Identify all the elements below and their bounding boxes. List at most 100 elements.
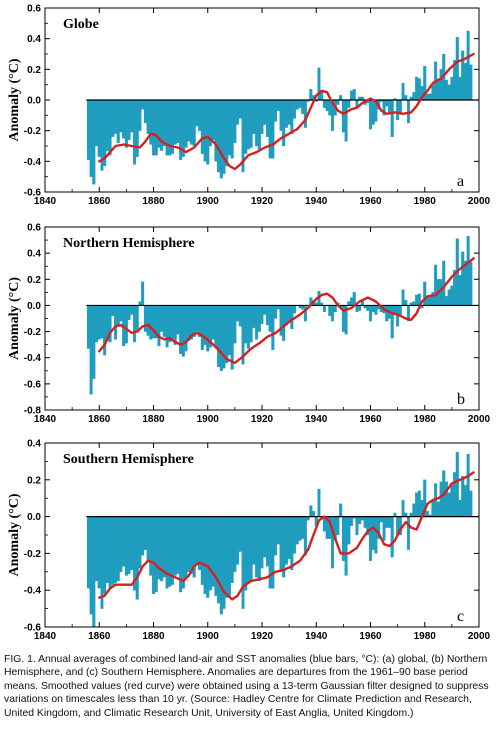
bar-c-1914: [244, 516, 248, 591]
bar-b-1861: [100, 305, 104, 339]
bar-b-1995: [463, 260, 467, 306]
bar-b-1879: [149, 305, 153, 340]
bar-c-1912: [238, 516, 242, 552]
bar-b-1882: [157, 305, 161, 347]
bar-a-1995: [463, 63, 467, 101]
bar-c-1964: [379, 516, 383, 523]
bar-b-1969: [393, 305, 397, 314]
bar-c-1953: [350, 516, 354, 526]
bar-a-1895: [192, 99, 196, 147]
bar-a-1914: [244, 99, 248, 154]
bar-c-1921: [263, 516, 267, 558]
bar-a-1889: [176, 99, 180, 144]
x-tick-label: 1840: [34, 414, 57, 425]
bar-a-1996: [466, 30, 470, 101]
bar-b-1896: [195, 305, 199, 332]
bar-b-1987: [442, 260, 446, 306]
bar-a-1856: [86, 99, 90, 160]
bar-a-1877: [143, 99, 147, 124]
bar-c-1867: [116, 516, 120, 582]
bar-b-1943: [322, 305, 326, 313]
bar-a-1899: [203, 99, 207, 162]
bar-b-1867: [116, 305, 120, 326]
bar-a-1875: [138, 99, 142, 131]
bar-a-1936: [303, 99, 307, 128]
bar-c-1972: [401, 499, 405, 517]
bar-c-1913: [241, 516, 245, 609]
bar-a-1864: [108, 99, 112, 156]
bar-b-1891: [181, 305, 185, 357]
bar-c-1993: [458, 499, 462, 517]
bar-c-1878: [146, 516, 150, 561]
x-tick-label: 1980: [414, 414, 437, 425]
bar-a-1925: [274, 99, 278, 122]
bar-c-1888: [173, 516, 177, 576]
bar-c-1929: [284, 516, 288, 565]
bar-b-1921: [263, 305, 267, 315]
x-tick-label: 1980: [414, 196, 437, 207]
bar-b-1905: [219, 305, 223, 371]
bar-b-1962: [374, 305, 378, 315]
bar-c-1872: [130, 516, 134, 571]
bar-c-1861: [100, 516, 104, 609]
bar-a-1935: [301, 99, 305, 114]
bar-a-1929: [284, 99, 288, 128]
bar-c-1996: [466, 453, 470, 517]
bar-a-1990: [450, 76, 454, 101]
y-tick-label: 0.4: [27, 249, 41, 260]
x-tick-label: 1880: [142, 196, 165, 207]
bar-c-1926: [276, 516, 280, 545]
bar-a-1966: [385, 99, 389, 107]
bar-b-1897: [198, 305, 202, 337]
bar-b-1989: [447, 289, 451, 306]
bar-b-1903: [214, 305, 218, 348]
bar-b-1910: [233, 305, 237, 344]
bar-a-1931: [290, 99, 294, 134]
bar-a-1857: [89, 99, 93, 177]
bar-b-1924: [271, 305, 275, 351]
x-tick-label: 1960: [359, 631, 382, 642]
bar-a-1971: [398, 99, 402, 114]
bar-b-1872: [130, 305, 134, 315]
bar-a-1892: [184, 99, 188, 148]
bar-c-1958: [363, 516, 367, 528]
bar-a-1896: [195, 99, 199, 127]
bar-c-1990: [450, 485, 454, 517]
bar-a-1967: [387, 99, 391, 114]
bar-a-1867: [116, 99, 120, 144]
bar-c-1965: [382, 516, 386, 541]
bar-b-1936: [303, 305, 307, 322]
bar-c-1976: [412, 503, 416, 517]
smoothed-curve-a: [98, 52, 475, 171]
smoothed-curve-c: [98, 471, 475, 601]
bar-c-1985: [436, 501, 440, 517]
x-tick-label: 1840: [34, 631, 57, 642]
bar-c-1997: [469, 490, 473, 517]
bar-b-1922: [265, 305, 269, 326]
bar-a-1977: [415, 76, 419, 101]
bar-c-1981: [425, 510, 429, 517]
bar-c-1901: [208, 516, 212, 591]
bar-c-1909: [230, 516, 234, 583]
bar-b-1876: [141, 281, 145, 306]
bar-b-1932: [293, 305, 297, 314]
bar-c-1956: [358, 516, 362, 525]
y-axis-label: Anomaly (°C): [7, 493, 22, 576]
x-tick-label: 1840: [34, 196, 57, 207]
x-tick-label: 2000: [468, 631, 491, 642]
bar-c-1866: [114, 516, 118, 583]
bar-c-1869: [122, 516, 126, 567]
bar-b-1971: [398, 305, 402, 315]
bar-b-1902: [211, 305, 215, 340]
bar-c-1977: [415, 492, 419, 517]
bar-b-1886: [168, 305, 172, 343]
bar-c-1962: [374, 516, 378, 554]
bar-b-1870: [124, 305, 128, 344]
bar-c-1856: [86, 516, 90, 589]
bar-c-1922: [265, 516, 269, 567]
bar-b-1868: [119, 305, 123, 322]
bar-b-1977: [415, 294, 419, 306]
bar-c-1992: [455, 452, 459, 517]
bar-a-1893: [187, 99, 191, 142]
x-tick-label: 1940: [305, 631, 328, 642]
